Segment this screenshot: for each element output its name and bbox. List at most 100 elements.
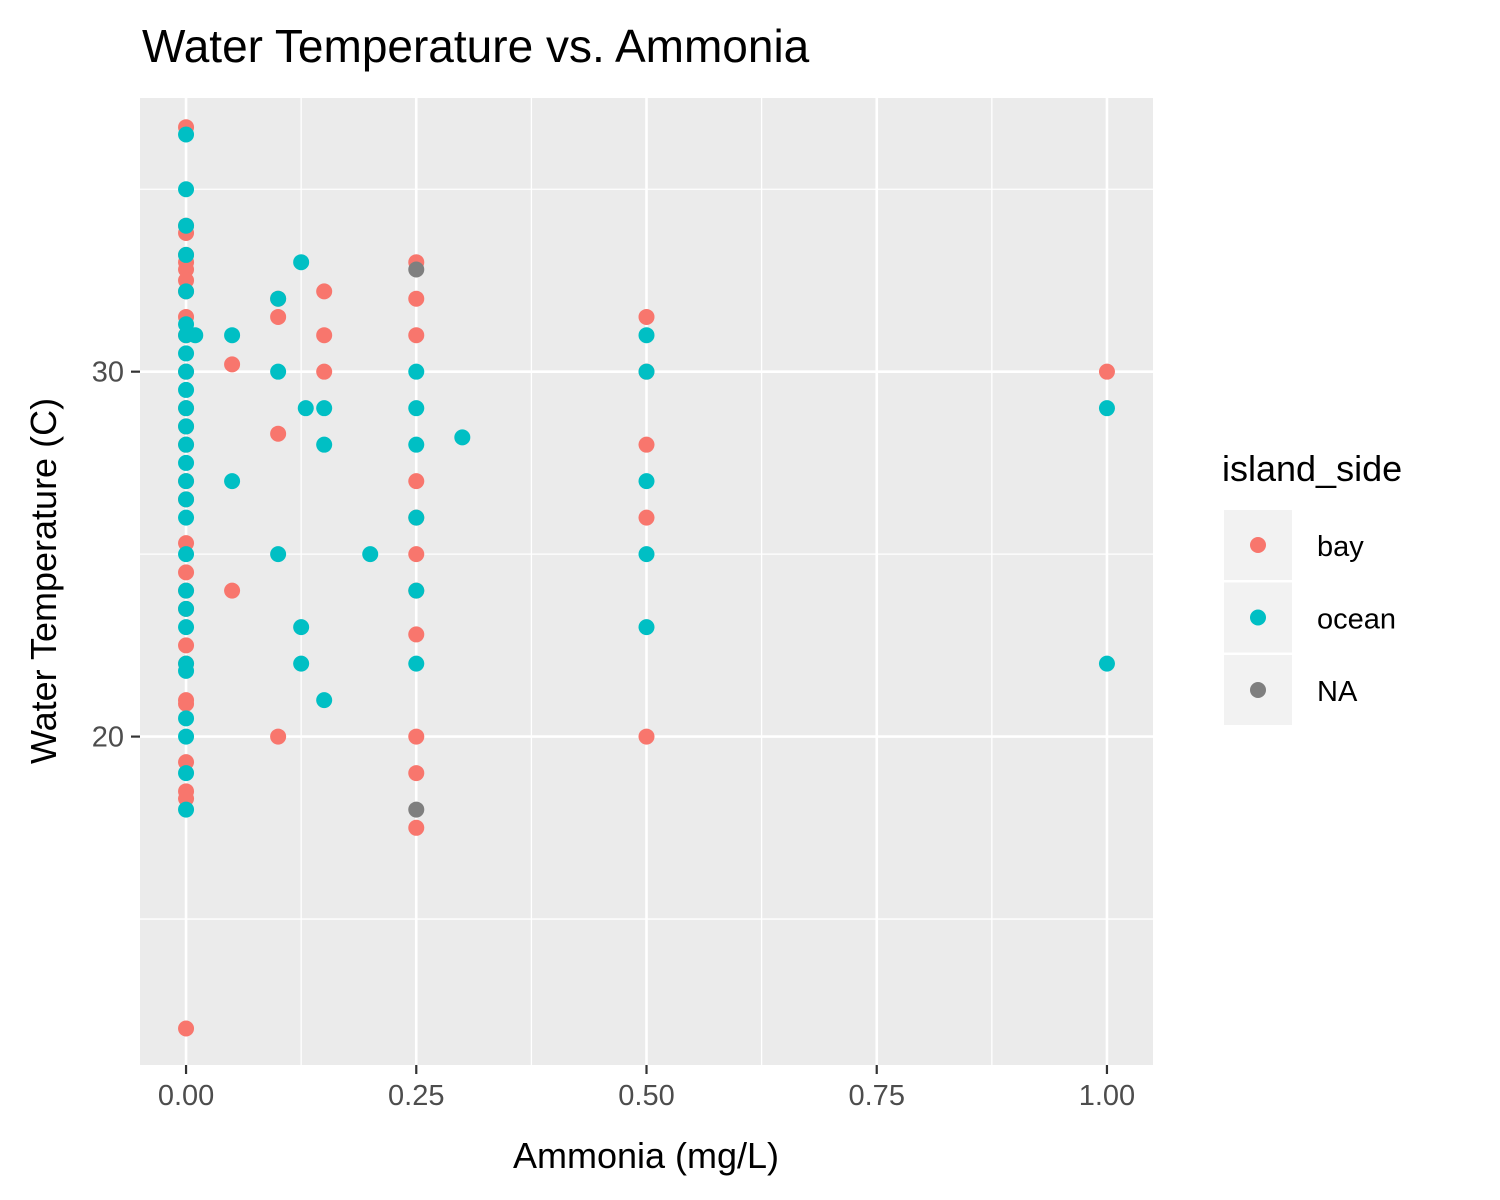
data-point: [178, 436, 195, 453]
legend-swatch: [1250, 682, 1266, 698]
data-point: [178, 564, 195, 581]
data-point: [270, 728, 287, 745]
x-tick-label: 0.50: [618, 1080, 674, 1112]
data-point: [270, 546, 287, 563]
data-point: [178, 546, 195, 563]
data-point: [178, 754, 195, 771]
data-point: [224, 327, 241, 344]
data-point: [178, 316, 195, 333]
data-point: [408, 290, 425, 307]
data-point: [638, 308, 655, 325]
data-point: [638, 473, 655, 490]
data-point: [293, 655, 310, 672]
x-axis-ticks: 0.00 0.25 0.50 0.75 1.00: [158, 1065, 1135, 1112]
data-point: [178, 535, 195, 552]
data-point: [408, 801, 425, 818]
data-point: [408, 655, 425, 672]
data-point: [178, 454, 195, 471]
data-point: [270, 308, 287, 325]
data-point: [178, 418, 195, 435]
data-point: [293, 619, 310, 636]
legend-entry-ocean: ocean: [1224, 582, 1396, 653]
data-point: [316, 363, 333, 380]
legend: island_side bay ocean NA: [1222, 448, 1402, 725]
y-axis-title: Water Temperature (C): [23, 398, 64, 764]
data-point: [316, 436, 333, 453]
data-point: [178, 509, 195, 526]
data-point: [408, 582, 425, 599]
data-point: [362, 546, 379, 563]
data-point: [408, 819, 425, 836]
data-point: [454, 429, 471, 446]
data-point: [178, 695, 195, 712]
data-point: [270, 363, 287, 380]
chart-title: Water Temperature vs. Ammonia: [142, 20, 810, 72]
data-point: [408, 626, 425, 643]
data-point: [638, 363, 655, 380]
data-point: [316, 400, 333, 417]
x-tick-label: 0.25: [388, 1080, 444, 1112]
data-point: [178, 246, 195, 263]
data-point: [270, 425, 287, 442]
data-point: [178, 381, 195, 398]
legend-label: NA: [1317, 676, 1358, 708]
data-point: [408, 400, 425, 417]
data-point: [178, 600, 195, 617]
data-point: [408, 363, 425, 380]
data-point: [178, 790, 195, 807]
data-point: [638, 509, 655, 526]
x-axis-title: Ammonia (mg/L): [513, 1135, 779, 1176]
data-point: [638, 728, 655, 745]
data-point: [178, 728, 195, 745]
data-point: [178, 765, 195, 782]
data-point: [178, 637, 195, 654]
data-point: [224, 356, 241, 373]
data-point: [408, 327, 425, 344]
legend-label: ocean: [1317, 604, 1396, 636]
data-point: [178, 801, 195, 818]
y-tick-label: 20: [92, 722, 124, 754]
x-tick-label: 0.00: [158, 1080, 214, 1112]
legend-swatch: [1250, 609, 1266, 626]
data-point: [408, 509, 425, 526]
data-point: [224, 473, 241, 490]
data-point: [178, 619, 195, 636]
data-point: [178, 181, 195, 198]
data-point: [178, 491, 195, 508]
data-point: [178, 283, 195, 300]
data-point: [178, 400, 195, 417]
data-point: [408, 473, 425, 490]
data-point: [408, 261, 425, 278]
data-point: [408, 728, 425, 745]
data-point: [178, 345, 195, 362]
data-point: [293, 254, 310, 271]
data-point: [408, 436, 425, 453]
data-point: [408, 765, 425, 782]
data-point: [1098, 655, 1115, 672]
series-ocean: [178, 126, 1115, 818]
x-tick-label: 1.00: [1079, 1080, 1135, 1112]
legend-entry-na: NA: [1224, 655, 1358, 725]
legend-entry-bay: bay: [1224, 510, 1364, 580]
data-points: [178, 119, 1115, 1037]
data-point: [178, 662, 195, 679]
legend-title: island_side: [1222, 448, 1402, 489]
data-point: [408, 546, 425, 563]
data-point: [638, 546, 655, 563]
y-tick-label: 30: [92, 357, 124, 389]
data-point: [178, 217, 195, 234]
data-point: [178, 1020, 195, 1037]
data-point: [224, 582, 241, 599]
data-point: [178, 710, 195, 727]
data-point: [316, 327, 333, 344]
data-point: [638, 619, 655, 636]
series-NA: [408, 261, 425, 818]
legend-swatch: [1250, 537, 1266, 553]
data-point: [178, 272, 195, 289]
data-point: [270, 290, 287, 307]
data-point: [178, 126, 195, 143]
data-point: [638, 327, 655, 344]
data-point: [1098, 400, 1115, 417]
